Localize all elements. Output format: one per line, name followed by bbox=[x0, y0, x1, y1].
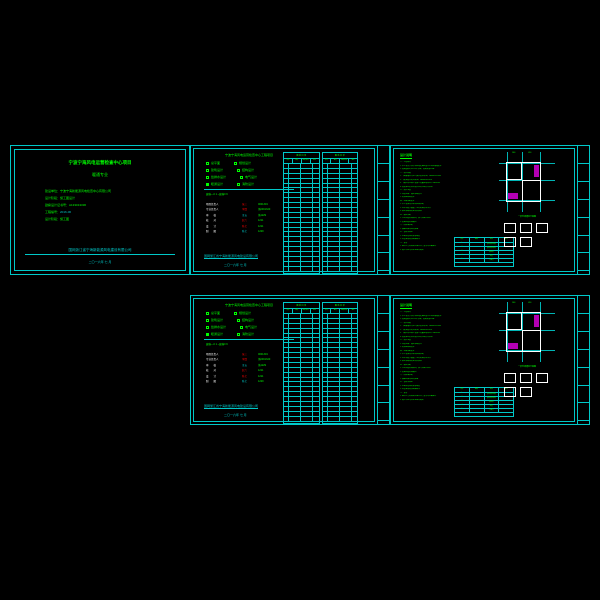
signature-block: 建施—0 1 ~建施0 9 项目负责人张三0001319 专业负责人李四浙000… bbox=[206, 193, 270, 236]
design-notes-title: 设计说明 bbox=[400, 153, 412, 159]
cover-date: 二〇一六年 七 月 bbox=[25, 260, 175, 264]
cover-title: 宁波宁海风电运营检查中心项目 bbox=[25, 160, 175, 166]
cover-info: 建设单位：宁波宁海新能源风电检查中心有限公司 设计阶段：施工图设计 勘察设计证书… bbox=[45, 188, 111, 223]
plan-sheet-1: 设计说明 一、工程概况1. 本工程为宁波宁海风电运营检查中心项目暖通设计2. 建… bbox=[390, 145, 590, 275]
index-sheet-1: 宁波宁海风电运营检查中心工程项目 总平面规划设计 建筑设计结构设计 给排水设计电… bbox=[190, 145, 390, 275]
plan-sheet-2: 设计说明 一、工程概况1. 本工程为宁波宁海风电运营检查中心项目暖通设计2. 建… bbox=[390, 295, 590, 425]
titleblock bbox=[577, 146, 589, 274]
cover-subtitle: 暖通专业 bbox=[25, 172, 175, 178]
titleblock bbox=[377, 146, 389, 274]
index-table-1: 图 纸 目 录 序号图号图纸名称备注 bbox=[283, 152, 320, 274]
floor-plan: 3600 4200 一层空调通风平面图 bbox=[502, 155, 552, 210]
cover-inner-frame: 宁波宁海风电运营检查中心项目 暖通专业 建设单位：宁波宁海新能源风电检查中心有限… bbox=[14, 149, 186, 271]
detail-views bbox=[502, 221, 552, 251]
drawing-index-tables: 图 纸 目 录 序号图号图纸名称备注 图 纸 目 录 序号图号图纸名称备注 bbox=[283, 152, 358, 274]
index-table-2: 图 纸 目 录 序号图号图纸名称备注 bbox=[322, 152, 359, 274]
discipline-checkboxes: 总平面规划设计 建筑设计结构设计 给排水设计电气设计 暖通设计消防设计 bbox=[206, 161, 257, 189]
cover-sheet: 宁波宁海风电运营检查中心项目 暖通专业 建设单位：宁波宁海新能源风电检查中心有限… bbox=[10, 145, 190, 275]
index-sheet-2: 宁波宁海风电运营检查中心工程项目 总平面规划设计 建筑设计结构设计 给排水设计电… bbox=[190, 295, 390, 425]
index-header: 宁波宁海风电运营检查中心工程项目 bbox=[204, 153, 294, 157]
cover-company: 国网浙江省宁海新能源风电建设有限公司 bbox=[25, 248, 175, 255]
drawing-canvas: 宁波宁海风电运营检查中心项目 暖通专业 建设单位：宁波宁海新能源风电检查中心有限… bbox=[10, 145, 590, 455]
